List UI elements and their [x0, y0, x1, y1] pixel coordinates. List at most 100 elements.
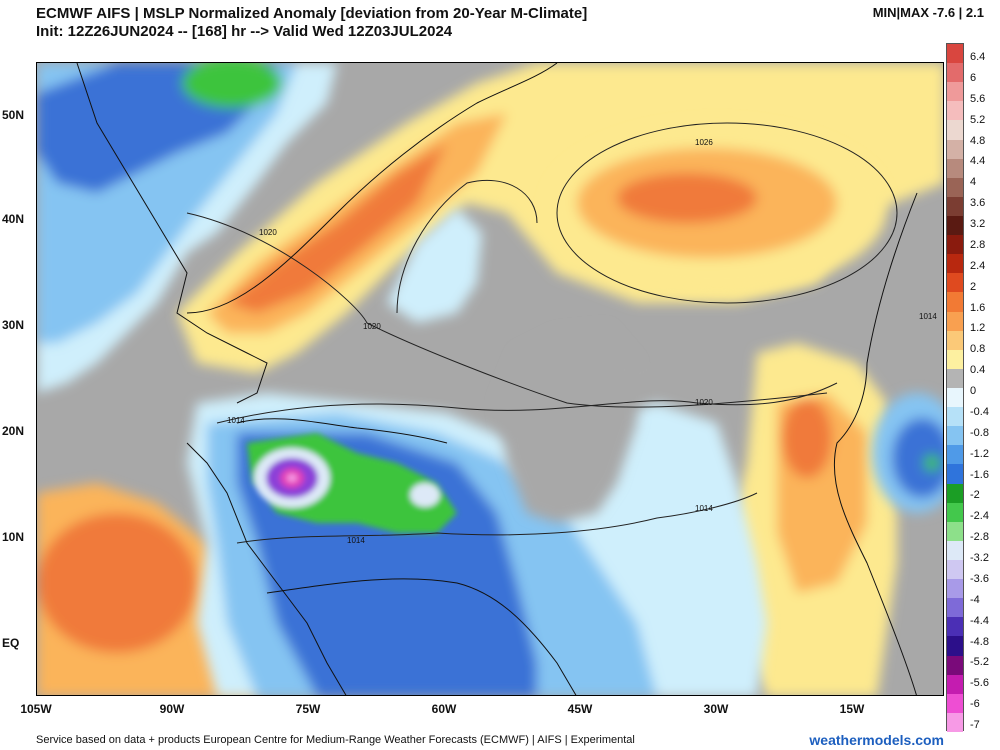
- colorbar-cell: [947, 44, 963, 64]
- colorbar-label: -1.6: [970, 468, 989, 481]
- lon-label-15w: 15W: [839, 702, 865, 716]
- negative-anomaly-mid-atlantic: [387, 208, 482, 323]
- colorbar-cell: [947, 158, 963, 178]
- colorbar-label: -6: [970, 698, 980, 711]
- isobar-label: 1020: [259, 228, 277, 237]
- colorbar-label: 4: [970, 176, 977, 189]
- map-canvas: 1026 1020 1020 1020 1014 1014 1014 1014: [37, 63, 943, 695]
- lon-label-45w: 45W: [567, 702, 593, 716]
- colorbar-label: 4.8: [970, 134, 986, 147]
- colorbar-label: -2.4: [970, 510, 989, 523]
- negative-anomaly-caribbean: [187, 393, 767, 695]
- colorbar-label: -2: [970, 489, 980, 502]
- isobar-label: 1020: [363, 322, 381, 331]
- lat-label-eq: EQ: [2, 636, 20, 650]
- colorbar-cell: [947, 273, 963, 293]
- colorbar-cell: [947, 579, 963, 599]
- positive-anomaly-central-atlantic: [547, 123, 887, 293]
- lat-label-40n: 40N: [2, 212, 25, 226]
- colorbar-cell: [947, 368, 963, 388]
- colorbar-label: -5.6: [970, 677, 989, 690]
- colorbar-label: -4.4: [970, 614, 989, 627]
- isobar-label: 1014: [919, 312, 937, 321]
- isobar-contours: [186, 122, 898, 544]
- colorbar-cell: [947, 82, 963, 102]
- isobar-label: 1014: [695, 504, 713, 513]
- colorbar-cell: [947, 693, 963, 713]
- colorbar-cell: [947, 655, 963, 675]
- colorbar-cell: [947, 349, 963, 369]
- negative-anomaly-north-america: [37, 63, 337, 393]
- neutral-anomaly-central-atlantic: [497, 328, 637, 523]
- colorbar-label: -0.8: [970, 426, 989, 439]
- colorbar-cell: [947, 120, 963, 140]
- map-title: ECMWF AIFS | MSLP Normalized Anomaly [de…: [36, 5, 588, 22]
- colorbar-label: -4.8: [970, 635, 989, 648]
- colorbar-label: 1.6: [970, 301, 986, 314]
- lon-label-60w: 60W: [431, 702, 457, 716]
- lat-label-10n: 10N: [2, 530, 25, 544]
- positive-anomaly-east-pacific: [37, 483, 257, 695]
- colorbar-label: 2.4: [970, 259, 986, 272]
- colorbar-label: -2.8: [970, 531, 989, 544]
- isobar-labels: 1026 1020 1020 1020 1014 1014 1014 1014: [227, 138, 937, 545]
- colorbar-cell: [947, 598, 963, 618]
- positive-anomaly-west-africa: [727, 343, 897, 695]
- anomaly-map: 1026 1020 1020 1020 1014 1014 1014 1014: [36, 62, 944, 696]
- colorbar-label: 4.4: [970, 155, 986, 168]
- colorbar-label: -3.6: [970, 572, 989, 585]
- colorbar-label: 3.6: [970, 197, 986, 210]
- isobar-label: 1014: [347, 536, 365, 545]
- colorbar-label: 5.2: [970, 113, 986, 126]
- colorbar-cell: [947, 407, 963, 427]
- colorbar-cell: [947, 235, 963, 255]
- colorbar-label: -5.2: [970, 656, 989, 669]
- lon-label-105w: 105W: [20, 702, 52, 716]
- colorbar-label: -0.4: [970, 405, 989, 418]
- colorbar-cell: [947, 311, 963, 331]
- colorbar-label: -7: [970, 719, 980, 731]
- colorbar-cell: [947, 196, 963, 216]
- colorbar-label: -1.2: [970, 447, 989, 460]
- colorbar-cell: [947, 464, 963, 484]
- colorbar-label: 1.2: [970, 322, 986, 335]
- colorbar-label: 6.4: [970, 51, 986, 63]
- colorbar-cell: [947, 292, 963, 312]
- negative-anomaly-caribbean-core: [247, 433, 457, 533]
- site-link[interactable]: weathermodels.com: [809, 732, 944, 748]
- colorbar: [946, 43, 964, 732]
- colorbar-label: 3.2: [970, 218, 986, 230]
- lon-label-30w: 30W: [703, 702, 729, 716]
- colorbar-label: 0.8: [970, 343, 986, 356]
- colorbar-cell: [947, 101, 963, 121]
- lat-label-30n: 30N: [2, 318, 25, 332]
- colorbar-cell: [947, 445, 963, 465]
- colorbar-cell: [947, 177, 963, 197]
- colorbar-cell: [947, 387, 963, 408]
- lon-label-75w: 75W: [295, 702, 321, 716]
- colorbar-cell: [947, 559, 963, 580]
- colorbar-label: 2.8: [970, 238, 986, 251]
- lon-label-90w: 90W: [159, 702, 185, 716]
- colorbar-label: 0: [970, 385, 977, 397]
- colorbar-cell: [947, 617, 963, 637]
- negative-anomaly-east-atlantic: [872, 393, 943, 513]
- colorbar-label: 5.6: [970, 92, 986, 105]
- coastlines: [76, 63, 918, 695]
- colorbar-cell: [947, 502, 963, 522]
- map-subtitle: Init: 12Z26JUN2024 -- [168] hr --> Valid…: [36, 23, 453, 40]
- colorbar-label: -3.2: [970, 552, 989, 564]
- colorbar-label: 0.4: [970, 364, 986, 377]
- colorbar-cell: [947, 483, 963, 503]
- lat-label-50n: 50N: [2, 108, 25, 122]
- colorbar-cell: [947, 636, 963, 656]
- colorbar-cell: [947, 215, 963, 236]
- data-credit: Service based on data + products Europea…: [36, 734, 635, 746]
- colorbar-cell: [947, 540, 963, 560]
- colorbar-cell: [947, 139, 963, 159]
- lat-label-20n: 20N: [2, 424, 25, 438]
- colorbar-cell: [947, 426, 963, 446]
- colorbar-label: -4: [970, 593, 980, 606]
- colorbar-cell: [947, 63, 963, 83]
- isobar-label: 1020: [695, 398, 713, 407]
